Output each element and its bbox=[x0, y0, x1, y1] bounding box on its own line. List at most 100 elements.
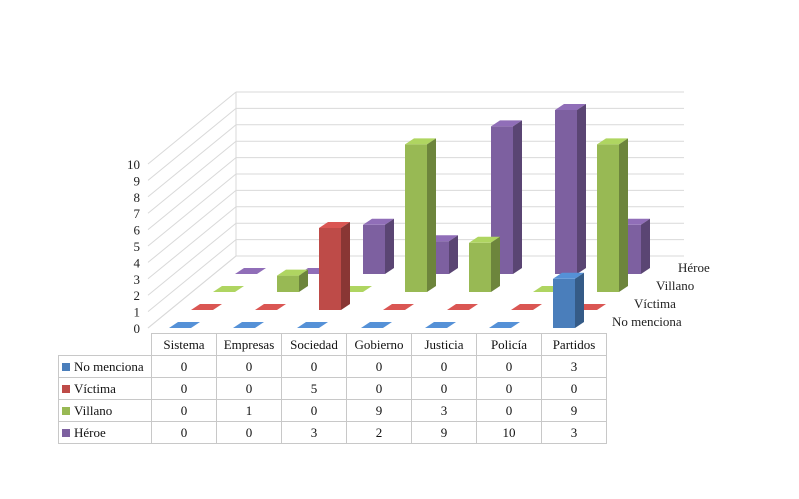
bar-victima-sistema bbox=[191, 304, 222, 310]
side-gridline bbox=[147, 108, 237, 181]
table-cell: 0 bbox=[216, 355, 282, 378]
y-tick-label: 7 bbox=[134, 206, 141, 221]
side-gridline bbox=[147, 173, 237, 247]
depth-label-villano: Villano bbox=[656, 278, 694, 293]
table-cell: 0 bbox=[346, 355, 412, 378]
table-header-partidos: Partidos bbox=[541, 333, 607, 356]
table-cell: 0 bbox=[216, 421, 282, 444]
table-cell: 9 bbox=[411, 421, 477, 444]
data-table-body: No menciona 0 0 0 0 0 0 3 Víctima 0 0 5 0 0 0 0 Villano 0… bbox=[58, 355, 607, 444]
data-table: Sistema Empresas Sociedad Gobierno Justicia P… bbox=[58, 333, 607, 444]
table-cell: 2 bbox=[346, 421, 412, 444]
table-cell: 0 bbox=[281, 355, 347, 378]
table-cell: 0 bbox=[151, 355, 217, 378]
table-row-heroe: Héroe 0 0 3 2 9 10 3 bbox=[58, 421, 607, 444]
bar-villano-justicia bbox=[469, 236, 500, 292]
bar-no-menciona-empresas bbox=[233, 322, 264, 328]
bar-villano-partidos bbox=[597, 138, 628, 292]
table-cell: 3 bbox=[541, 421, 607, 444]
table-cell: 10 bbox=[476, 421, 542, 444]
bar-victima-empresas bbox=[255, 304, 286, 310]
table-cell: 0 bbox=[411, 355, 477, 378]
table-cell: 0 bbox=[151, 399, 217, 422]
y-tick-label: 2 bbox=[134, 288, 141, 303]
table-cell: 0 bbox=[151, 421, 217, 444]
side-gridline bbox=[147, 124, 237, 198]
table-header-empresas: Empresas bbox=[216, 333, 282, 356]
y-tick-label: 1 bbox=[134, 305, 141, 320]
floor-edge bbox=[147, 255, 237, 329]
bar-victima-gobierno bbox=[383, 304, 414, 310]
y-tick-label: 4 bbox=[134, 255, 141, 270]
table-header-policia: Policía bbox=[476, 333, 542, 356]
table-cell: 0 bbox=[281, 399, 347, 422]
side-gridline bbox=[147, 190, 237, 263]
side-gridline bbox=[147, 91, 237, 165]
table-cell: 0 bbox=[151, 377, 217, 400]
table-cell: 0 bbox=[411, 377, 477, 400]
legend-key bbox=[62, 428, 70, 437]
y-tick-label: 9 bbox=[134, 173, 141, 188]
table-cell: 0 bbox=[476, 355, 542, 378]
series-label: No menciona bbox=[58, 355, 152, 378]
data-table-header: Sistema Empresas Sociedad Gobierno Justicia P… bbox=[58, 333, 607, 356]
bar-victima-justicia bbox=[447, 304, 478, 310]
table-cell: 0 bbox=[476, 399, 542, 422]
bar-no-menciona-justicia bbox=[425, 322, 456, 328]
table-row-victima: Víctima 0 0 5 0 0 0 0 bbox=[58, 377, 607, 400]
table-cell: 3 bbox=[281, 421, 347, 444]
y-tick-label: 10 bbox=[127, 157, 140, 172]
table-row-villano: Villano 0 1 0 9 3 0 9 bbox=[58, 399, 607, 422]
table-cell: 0 bbox=[216, 377, 282, 400]
y-tick-label: 0 bbox=[134, 321, 141, 336]
y-tick-label: 8 bbox=[134, 190, 141, 205]
table-header-sistema: Sistema bbox=[151, 333, 217, 356]
table-cell: 0 bbox=[346, 377, 412, 400]
bar-no-menciona-policia bbox=[489, 322, 520, 328]
depth-label-victima: Víctima bbox=[634, 296, 676, 311]
table-cell: 3 bbox=[411, 399, 477, 422]
depth-label-no-menciona: No menciona bbox=[612, 314, 682, 329]
table-cell: 0 bbox=[476, 377, 542, 400]
side-gridline bbox=[147, 206, 237, 280]
table-cell: 9 bbox=[346, 399, 412, 422]
bar-victima-policia bbox=[511, 304, 542, 310]
bar-heroe-sistema bbox=[235, 268, 266, 274]
table-corner bbox=[58, 333, 152, 356]
series-label: Víctima bbox=[58, 377, 152, 400]
bar-no-menciona-sistema bbox=[169, 322, 200, 328]
series-label: Villano bbox=[58, 399, 152, 422]
bar-villano-gobierno bbox=[405, 138, 436, 292]
bar-heroe-sociedad bbox=[363, 218, 394, 274]
table-cell: 9 bbox=[541, 399, 607, 422]
side-gridline bbox=[147, 222, 237, 296]
bar-villano-empresas bbox=[277, 269, 308, 292]
bar-heroe-policia bbox=[555, 104, 586, 274]
y-tick-label: 5 bbox=[134, 239, 141, 254]
bar-no-menciona-sociedad bbox=[297, 322, 328, 328]
table-header-justicia: Justicia bbox=[411, 333, 477, 356]
table-row-no-menciona: No menciona 0 0 0 0 0 0 3 bbox=[58, 355, 607, 378]
table-header-gobierno: Gobierno bbox=[346, 333, 412, 356]
y-tick-label: 6 bbox=[134, 223, 141, 238]
bar-victima-sociedad bbox=[319, 222, 350, 310]
table-cell: 1 bbox=[216, 399, 282, 422]
series-depth-labels: No menciona Víctima Villano Héroe bbox=[612, 260, 710, 329]
table-header-sociedad: Sociedad bbox=[281, 333, 347, 356]
bar-no-menciona-partidos bbox=[553, 272, 584, 328]
table-cell: 5 bbox=[281, 377, 347, 400]
bar-villano-sistema bbox=[213, 286, 244, 292]
legend-key bbox=[62, 362, 70, 371]
side-gridline bbox=[147, 140, 237, 214]
depth-label-heroe: Héroe bbox=[678, 260, 710, 275]
series-label: Héroe bbox=[58, 421, 152, 444]
y-axis: 01 23 456 78 910 bbox=[127, 157, 141, 336]
bar-no-menciona-gobierno bbox=[361, 322, 392, 328]
legend-key bbox=[62, 406, 70, 415]
y-tick-label: 3 bbox=[134, 272, 141, 287]
legend-key bbox=[62, 384, 70, 393]
bars bbox=[169, 104, 650, 328]
table-cell: 0 bbox=[541, 377, 607, 400]
side-gridline bbox=[147, 157, 237, 230]
